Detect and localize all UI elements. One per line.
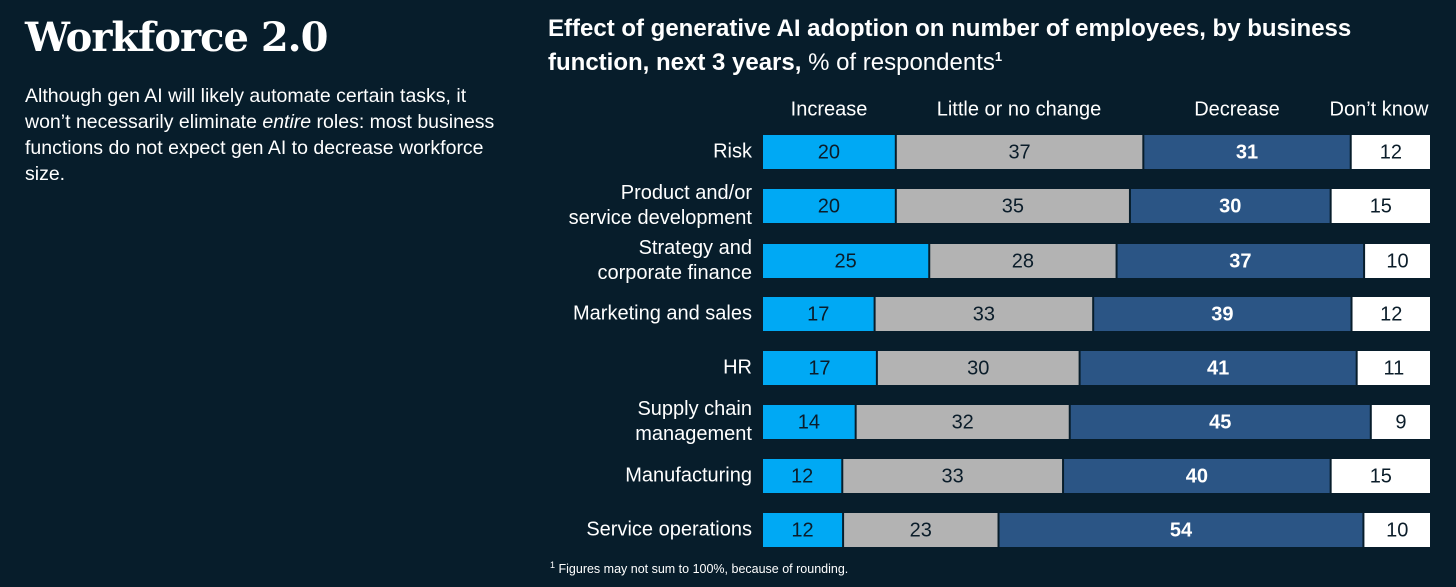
intro-panel: Workforce 2.0 Although gen AI will likel… [25, 10, 495, 187]
bar-segment-0-2 [1144, 135, 1350, 169]
data-label-4-2: 41 [1207, 357, 1229, 379]
intro-text: Although gen AI will likely automate cer… [25, 83, 495, 187]
bar-segment-6-1 [843, 459, 1063, 493]
bar-segment-5-1 [856, 405, 1069, 439]
bar-segment-6-2 [1064, 459, 1330, 493]
data-label-6-3: 15 [1370, 465, 1392, 487]
chart-title-footnote-marker: 1 [994, 49, 1003, 64]
data-label-5-1: 32 [952, 411, 974, 433]
bar-segment-4-3 [1357, 351, 1430, 385]
category-label-3-0: Marketing and sales [573, 302, 752, 324]
data-label-3-0: 17 [807, 303, 829, 325]
category-label-5-0: Supply chain [637, 398, 752, 420]
bar-segment-7-3 [1364, 513, 1430, 547]
bar-segment-4-1 [877, 351, 1079, 385]
data-label-4-0: 17 [808, 357, 830, 379]
intro-text-end: roles: most business functions do not ex… [25, 111, 495, 185]
bar-segment-3-0 [763, 297, 874, 331]
legend-label-1: Little or no change [937, 98, 1102, 120]
chart-title: Effect of generative AI adoption on numb… [548, 12, 1438, 80]
data-label-6-2: 40 [1186, 465, 1208, 487]
bar-segment-5-2 [1070, 405, 1370, 439]
bar-segment-7-0 [763, 513, 843, 547]
data-label-4-3: 11 [1383, 357, 1404, 379]
bar-segment-7-2 [999, 513, 1363, 547]
category-label-1-1: service development [569, 207, 753, 229]
bar-segment-5-0 [763, 405, 855, 439]
category-label-4-0: HR [723, 356, 752, 378]
data-label-4-1: 30 [967, 357, 989, 379]
data-label-1-3: 15 [1370, 195, 1392, 217]
bar-segment-4-0 [763, 351, 876, 385]
bar-segment-3-2 [1094, 297, 1351, 331]
footnote: 1 Figures may not sum to 100%, because o… [550, 559, 849, 576]
data-label-1-1: 35 [1002, 195, 1024, 217]
data-label-0-1: 37 [1008, 141, 1030, 163]
bar-segment-5-3 [1371, 405, 1430, 439]
bar-segment-2-3 [1365, 244, 1430, 278]
data-label-0-2: 31 [1236, 141, 1258, 163]
chart-title-main: Effect of generative AI adoption on numb… [548, 15, 1352, 76]
bar-segment-2-0 [763, 244, 929, 278]
chart-title-unit: % of respondents [808, 49, 995, 76]
data-label-2-0: 25 [835, 250, 857, 272]
data-label-7-3: 10 [1386, 519, 1408, 541]
legend-label-3: Don’t know [1330, 98, 1429, 120]
bar-segment-1-2 [1130, 189, 1330, 223]
category-label-0-0: Risk [713, 140, 753, 162]
intro-text-emphasis: entire [262, 111, 312, 133]
data-label-7-2: 54 [1170, 519, 1193, 541]
footnote-marker: 1 [550, 559, 556, 570]
data-label-1-0: 20 [818, 195, 840, 217]
legend-label-2: Decrease [1194, 98, 1280, 120]
bar-segment-1-0 [763, 189, 895, 223]
category-label-1-0: Product and/or [621, 182, 753, 204]
data-label-7-0: 12 [791, 519, 813, 541]
data-label-6-0: 12 [791, 465, 813, 487]
category-label-5-1: management [635, 423, 752, 445]
data-label-1-2: 30 [1219, 195, 1241, 217]
bar-segment-6-0 [763, 459, 842, 493]
data-label-5-2: 45 [1209, 411, 1231, 433]
data-label-0-0: 20 [818, 141, 840, 163]
legend-label-0: Increase [791, 98, 868, 120]
data-label-2-1: 28 [1012, 250, 1034, 272]
data-label-5-3: 9 [1395, 411, 1406, 433]
data-label-2-3: 10 [1386, 250, 1408, 272]
bar-segment-2-1 [930, 244, 1116, 278]
bar-segment-1-3 [1331, 189, 1430, 223]
data-label-3-3: 12 [1380, 303, 1402, 325]
intro-text-start: Although gen AI will likely automate cer… [25, 85, 467, 133]
bar-segment-6-3 [1331, 459, 1430, 493]
category-label-2-1: corporate finance [597, 262, 752, 284]
bar-segment-1-1 [896, 189, 1129, 223]
data-label-2-2: 37 [1229, 250, 1251, 272]
data-label-0-3: 12 [1380, 141, 1402, 163]
data-label-5-0: 14 [798, 411, 820, 433]
data-label-3-1: 33 [973, 303, 995, 325]
bar-segment-4-2 [1080, 351, 1356, 385]
bar-segment-3-3 [1352, 297, 1430, 331]
category-label-7-0: Service operations [586, 518, 752, 540]
data-label-7-1: 23 [910, 519, 932, 541]
category-label-6-0: Manufacturing [625, 464, 752, 486]
bar-segment-2-2 [1117, 244, 1364, 278]
category-label-2-0: Strategy and [639, 237, 752, 259]
footnote-text: Figures may not sum to 100%, because of … [558, 562, 849, 576]
bar-segment-0-0 [763, 135, 895, 169]
bar-segment-7-1 [844, 513, 998, 547]
data-label-6-1: 33 [942, 465, 964, 487]
bar-segment-0-1 [896, 135, 1143, 169]
data-label-3-2: 39 [1211, 303, 1233, 325]
bar-segment-3-1 [875, 297, 1093, 331]
bar-segment-0-3 [1351, 135, 1430, 169]
page-title: Workforce 2.0 [25, 14, 328, 61]
